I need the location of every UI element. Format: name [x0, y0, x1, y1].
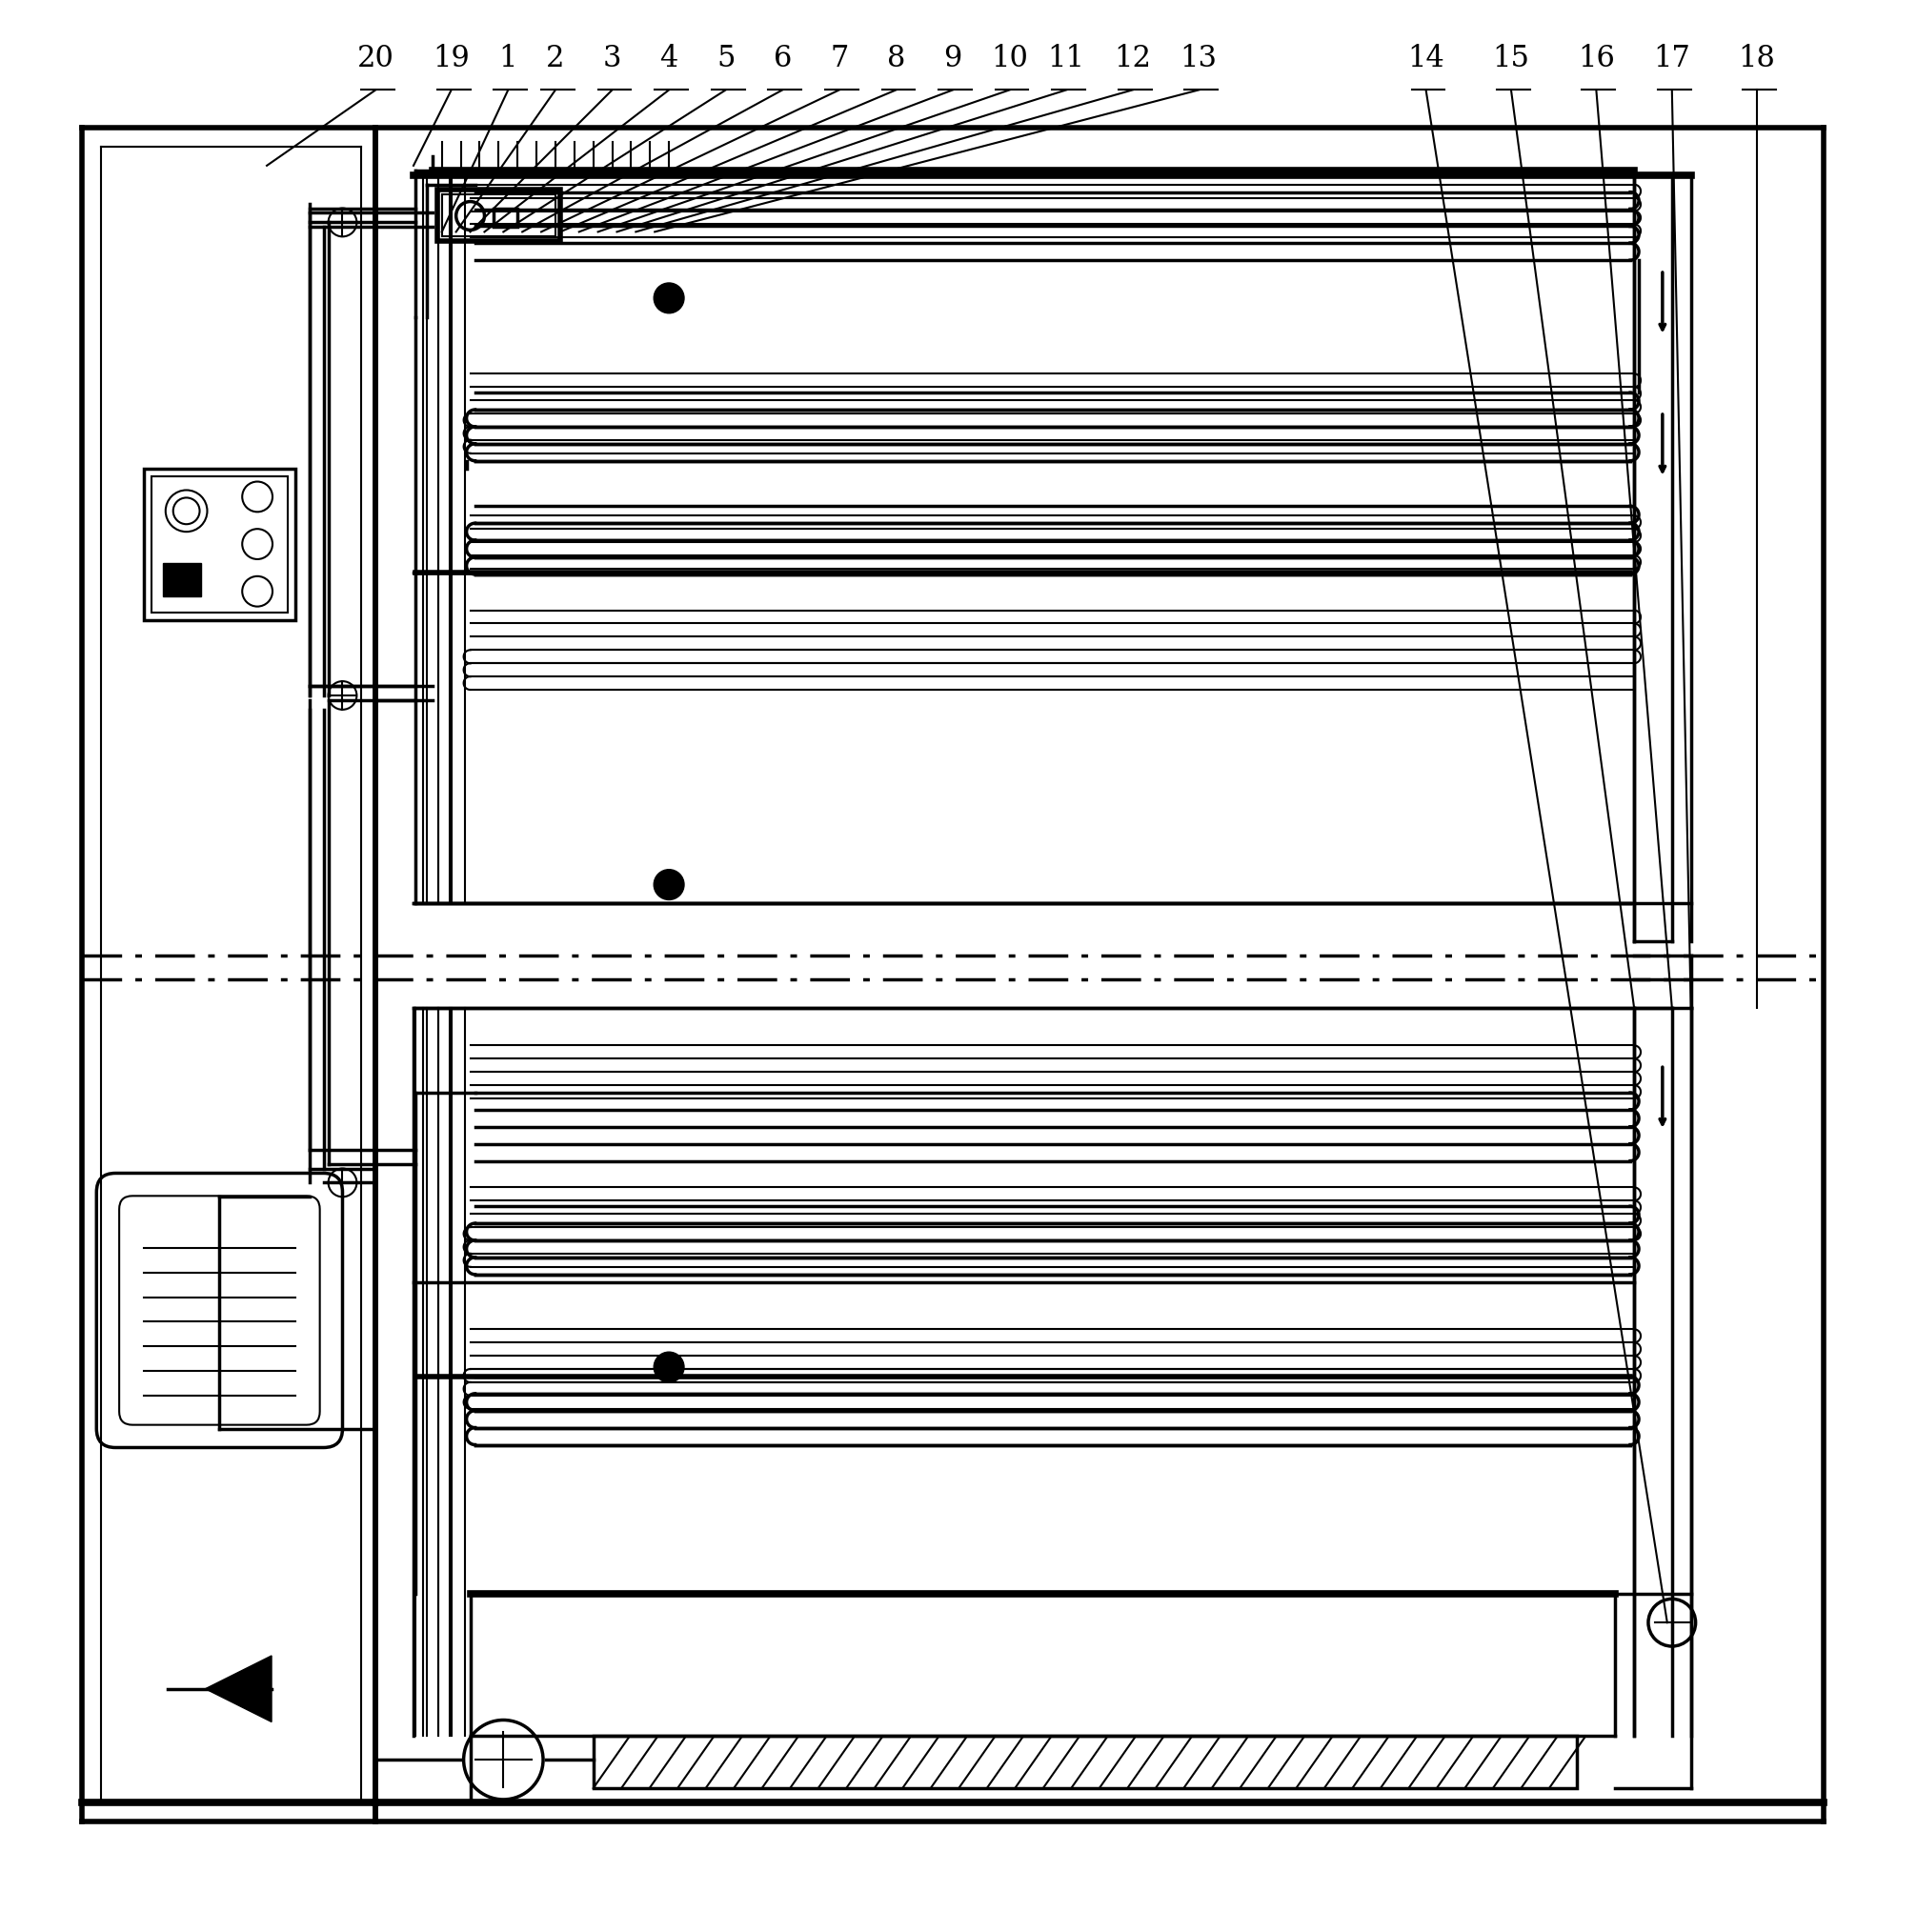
Bar — [495, 209, 518, 228]
Text: 11: 11 — [1049, 43, 1085, 73]
Text: 20: 20 — [357, 43, 395, 73]
Text: 19: 19 — [433, 43, 470, 73]
Polygon shape — [205, 1656, 272, 1721]
Circle shape — [654, 1352, 684, 1381]
Text: 2: 2 — [546, 43, 566, 73]
Bar — [437, 189, 560, 242]
Text: 7: 7 — [830, 43, 849, 73]
Text: 10: 10 — [991, 43, 1028, 73]
Text: 1: 1 — [498, 43, 518, 73]
Bar — [592, 1737, 1578, 1789]
Text: 9: 9 — [943, 43, 962, 73]
Text: 16: 16 — [1578, 43, 1614, 73]
Text: 3: 3 — [604, 43, 621, 73]
Text: 15: 15 — [1493, 43, 1530, 73]
Text: 13: 13 — [1181, 43, 1217, 73]
Text: 6: 6 — [773, 43, 792, 73]
Circle shape — [654, 282, 684, 313]
Text: 4: 4 — [659, 43, 679, 73]
Bar — [151, 475, 288, 612]
Text: 8: 8 — [888, 43, 905, 73]
Circle shape — [654, 869, 684, 900]
Bar — [144, 468, 295, 620]
Bar — [163, 562, 201, 597]
Bar — [443, 193, 556, 236]
Text: 12: 12 — [1114, 43, 1152, 73]
Text: 14: 14 — [1407, 43, 1444, 73]
Text: 18: 18 — [1739, 43, 1775, 73]
Text: 17: 17 — [1654, 43, 1691, 73]
Text: 5: 5 — [717, 43, 734, 73]
